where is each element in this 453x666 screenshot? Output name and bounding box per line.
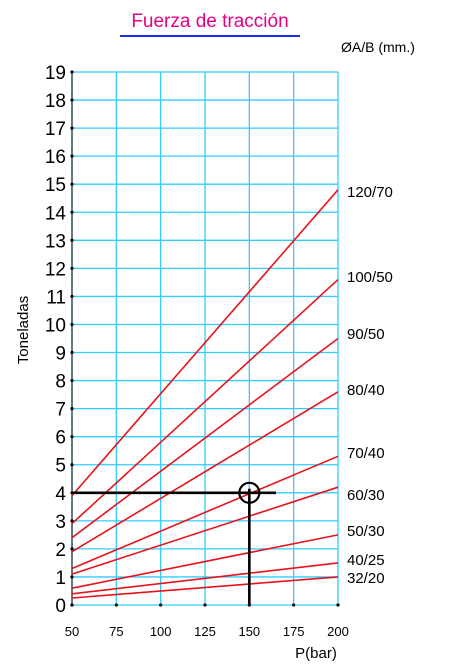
y-tick-label: 6 (55, 428, 66, 449)
y-tick-label: 5 (55, 456, 66, 477)
series-label-90-50: 90/50 (347, 326, 385, 343)
series-label-80-40: 80/40 (347, 382, 385, 399)
x-tick-labels: 50 75 100 125 150 175 200 (65, 624, 349, 639)
grid (71, 71, 339, 606)
series-line-90-50 (71, 337, 339, 539)
y-tick-dot (70, 435, 74, 439)
x-tick-dot (292, 603, 296, 607)
y-tick-label: 18 (45, 91, 66, 112)
series-label-70-40: 70/40 (347, 445, 385, 462)
x-tick-label: 150 (238, 624, 260, 639)
y-tick-label: 4 (55, 484, 66, 505)
series-label-50-30: 50/30 (347, 523, 385, 540)
x-tick-label: 100 (150, 624, 172, 639)
series-label-60-30: 60/30 (347, 487, 385, 504)
y-tick-label: 11 (46, 287, 66, 308)
y-tick-dot (70, 154, 74, 158)
y-tick-dot (70, 378, 74, 383)
series-line-40-25 (71, 562, 339, 595)
series-line-50-30 (71, 534, 339, 589)
y-tick-label: 19 (45, 63, 66, 84)
y-tick-label: 13 (45, 231, 66, 252)
x-tick-label: 75 (109, 624, 123, 639)
series-label-32-20: 32/20 (347, 570, 385, 587)
series-line-120-70 (71, 189, 339, 497)
series-label-120-70: 120/70 (347, 184, 393, 201)
axes (70, 70, 340, 607)
series-label-40-25: 40/25 (347, 552, 385, 569)
y-tick-label: 17 (45, 119, 66, 140)
y-axis-label: Toneladas (15, 296, 32, 364)
x-tick-label: 125 (194, 624, 216, 639)
y-tick-label: 9 (55, 344, 66, 365)
y-tick-label: 8 (55, 372, 66, 393)
legend-title: ØA/B (mm.) (341, 39, 415, 55)
y-tick-dot (70, 266, 74, 270)
y-tick-label: 12 (45, 259, 66, 280)
series-line-32-20 (71, 576, 339, 599)
y-tick-dot (70, 407, 74, 411)
example-reading (72, 481, 276, 605)
y-tick-dot (70, 210, 74, 214)
y-tick-dot (70, 98, 74, 102)
series-line-80-40 (71, 391, 339, 553)
x-axis-label: P(bar) (295, 645, 337, 662)
y-tick-dot (70, 350, 74, 355)
y-tick-dot (70, 70, 74, 74)
series-line-100-50 (71, 279, 339, 525)
x-tick-dot (203, 603, 207, 607)
y-tick-label: 15 (45, 175, 66, 196)
series-line-70-40 (71, 455, 339, 570)
y-tick-label: 16 (45, 147, 66, 168)
y-tick-dot (70, 126, 74, 130)
series-lines (71, 189, 339, 599)
y-tick-label: 14 (45, 203, 67, 224)
y-tick-label: 10 (45, 315, 66, 336)
y-tick-label: 1 (55, 568, 66, 589)
series-line-60-30 (71, 486, 339, 575)
x-tick-label: 200 (327, 624, 349, 639)
y-tick-dot (70, 182, 74, 186)
y-tick-dot (70, 575, 74, 579)
y-tick-dot (70, 322, 74, 327)
y-tick-label: 7 (55, 400, 66, 421)
y-tick-dot (70, 463, 74, 467)
example-circle-marker (238, 481, 261, 504)
chart-title: Fuerza de tracción (131, 11, 288, 32)
x-tick-label: 175 (283, 624, 305, 639)
series-label-100-50: 100/50 (347, 269, 393, 286)
y-tick-label: 2 (55, 540, 66, 561)
y-tick-dot (70, 547, 74, 551)
x-tick-dot (114, 603, 118, 607)
x-tick-dot (336, 603, 340, 607)
y-tick-dot (70, 294, 74, 299)
y-tick-label: 0 (55, 596, 66, 617)
x-tick-dot (159, 603, 163, 607)
x-tick-dot (70, 603, 74, 607)
x-tick-label: 50 (65, 624, 79, 639)
y-tick-dot (70, 519, 74, 523)
series-labels: 120/70 100/50 90/50 80/40 70/40 60/30 50/30 40/… (347, 184, 393, 587)
y-tick-label: 3 (55, 512, 66, 533)
y-tick-dot (70, 238, 74, 242)
